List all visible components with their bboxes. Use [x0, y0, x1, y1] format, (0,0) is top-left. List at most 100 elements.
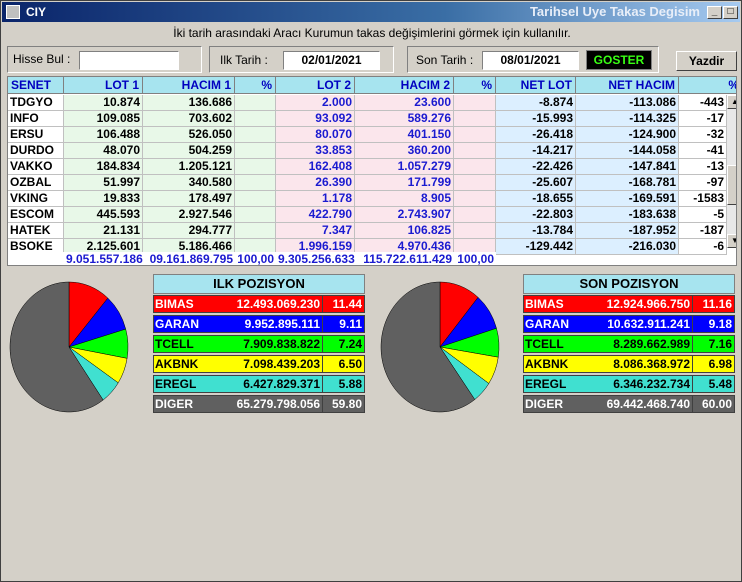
cell-hacim2: 401.150 — [355, 127, 454, 143]
title-bar[interactable]: CIY Tarihsel Uye Takas Degisim _ □ — [2, 2, 740, 22]
ilk-row-garan: GARAN 9.952.895.111 9.11 — [153, 315, 365, 333]
stock-value: 6.346.232.734 — [613, 377, 690, 391]
son-row-tcell: TCELL 8.289.662.989 7.16 — [523, 335, 735, 353]
search-group — [7, 46, 202, 73]
cell-pctnet: -32 — [679, 127, 727, 143]
stock-percent: 59.80 — [322, 396, 364, 412]
ilk-tarih-label: Ilk Tarih : — [220, 53, 268, 67]
cell-hacim1: 703.602 — [143, 111, 235, 127]
col-header-nethacim[interactable]: NET HACIM — [576, 77, 679, 94]
cell-netlot: -8.874 — [496, 95, 576, 111]
scroll-down-button[interactable]: ▼ — [727, 234, 736, 248]
cell-lot2: 7.347 — [276, 223, 355, 239]
cell-pct1 — [235, 127, 276, 143]
cell-pctnet: -13 — [679, 159, 727, 175]
cell-hacim2: 1.057.279 — [355, 159, 454, 175]
stock-value: 7.098.439.203 — [243, 357, 320, 371]
cell-netlot: -26.418 — [496, 127, 576, 143]
cell-lot1: 445.593 — [64, 207, 143, 223]
col-header-pct2[interactable]: % — [454, 77, 496, 94]
cell-lot1: 19.833 — [64, 191, 143, 207]
vertical-scrollbar[interactable]: ▲ ▼ — [727, 95, 736, 248]
total-hacim2: 115.722.611.429 — [355, 252, 454, 265]
col-header-hacim1[interactable]: HACIM 1 — [143, 77, 235, 94]
app-title: CIY — [26, 5, 47, 19]
scroll-thumb[interactable] — [727, 165, 736, 205]
cell-nethacim: -216.030 — [576, 239, 679, 255]
son-row-garan: GARAN 10.632.911.241 9.18 — [523, 315, 735, 333]
stock-name: BIMAS — [154, 296, 322, 312]
cell-pct1 — [235, 223, 276, 239]
cell-pctnet: -6 — [679, 239, 727, 255]
cell-netlot: -25.607 — [496, 175, 576, 191]
cell-pct2 — [454, 111, 496, 127]
ilk-pozisyon-title: ILK POZISYON — [153, 274, 365, 294]
hisse-label: Hisse Bul : — [13, 52, 71, 66]
restore-button[interactable]: □ — [723, 6, 738, 19]
cell-hacim2: 171.799 — [355, 175, 454, 191]
scroll-up-button[interactable]: ▲ — [727, 95, 736, 109]
col-header-lot1[interactable]: LOT 1 — [64, 77, 143, 94]
yazdir-button[interactable]: Yazdir — [676, 51, 737, 71]
cell-nethacim: -187.952 — [576, 223, 679, 239]
stock-percent: 60.00 — [692, 396, 734, 412]
stock-name: TCELL — [524, 336, 692, 352]
cell-pct2 — [454, 207, 496, 223]
cell-pct2 — [454, 191, 496, 207]
stock-value: 8.086.368.972 — [613, 357, 690, 371]
cell-netlot: -15.993 — [496, 111, 576, 127]
stock-value: 6.427.829.371 — [243, 377, 320, 391]
cell-hacim2: 8.905 — [355, 191, 454, 207]
stock-name: AKBNK — [524, 356, 692, 372]
col-header-pctnet[interactable]: % — [679, 77, 736, 94]
cell-lot2: 93.092 — [276, 111, 355, 127]
son-row-diger: DIGER 69.442.468.740 60.00 — [523, 395, 735, 413]
cell-senet: INFO — [8, 111, 64, 127]
minimize-button[interactable]: _ — [707, 6, 722, 19]
col-header-senet[interactable]: SENET — [8, 77, 64, 94]
cell-pct1 — [235, 191, 276, 207]
stock-percent: 9.18 — [692, 316, 734, 332]
ilk-tarih-input[interactable]: 02/01/2021 — [283, 51, 380, 70]
son-tarih-input[interactable]: 08/01/2021 — [482, 51, 579, 70]
cell-hacim2: 23.600 — [355, 95, 454, 111]
cell-netlot: -22.426 — [496, 159, 576, 175]
cell-senet: ESCOM — [8, 207, 64, 223]
cell-hacim2: 106.825 — [355, 223, 454, 239]
goster-button[interactable]: GOSTER — [586, 50, 652, 70]
cell-hacim1: 340.580 — [143, 175, 235, 191]
stock-name: DIGER — [524, 396, 692, 412]
col-header-pct1[interactable]: % — [235, 77, 276, 94]
cell-netlot: -18.655 — [496, 191, 576, 207]
cell-nethacim: -183.638 — [576, 207, 679, 223]
cell-senet: VAKKO — [8, 159, 64, 175]
cell-pct2 — [454, 175, 496, 191]
cell-pct2 — [454, 143, 496, 159]
cell-pct1 — [235, 159, 276, 175]
cell-hacim1: 178.497 — [143, 191, 235, 207]
stock-percent: 6.98 — [692, 356, 734, 372]
cell-hacim1: 136.686 — [143, 95, 235, 111]
app-icon — [6, 5, 20, 19]
cell-pct2 — [454, 127, 496, 143]
hisse-search-input[interactable] — [79, 51, 179, 70]
stock-percent: 9.11 — [322, 316, 364, 332]
col-header-lot2[interactable]: LOT 2 — [276, 77, 355, 94]
cell-hacim1: 526.050 — [143, 127, 235, 143]
cell-senet: BSOKE — [8, 239, 64, 255]
start-date-group — [209, 46, 394, 73]
ilk-row-akbnk: AKBNK 7.098.439.203 6.50 — [153, 355, 365, 373]
description-text: İki tarih arasındaki Aracı Kurumun takas… — [173, 26, 571, 40]
cell-hacim1: 504.259 — [143, 143, 235, 159]
data-grid[interactable]: SENET LOT 1 HACIM 1% LOT 2 HACIM 2% NET LOT NE… — [7, 76, 737, 266]
son-row-eregl: EREGL 6.346.232.734 5.48 — [523, 375, 735, 393]
cell-senet: TDGYO — [8, 95, 64, 111]
cell-senet: OZBAL — [8, 175, 64, 191]
stock-percent: 7.16 — [692, 336, 734, 352]
cell-hacim1: 1.205.121 — [143, 159, 235, 175]
col-header-netlot[interactable]: NET LOT — [496, 77, 576, 94]
cell-senet: HATEK — [8, 223, 64, 239]
col-header-hacim2[interactable]: HACIM 2 — [355, 77, 454, 94]
cell-netlot: -13.784 — [496, 223, 576, 239]
stock-name: DIGER — [154, 396, 322, 412]
